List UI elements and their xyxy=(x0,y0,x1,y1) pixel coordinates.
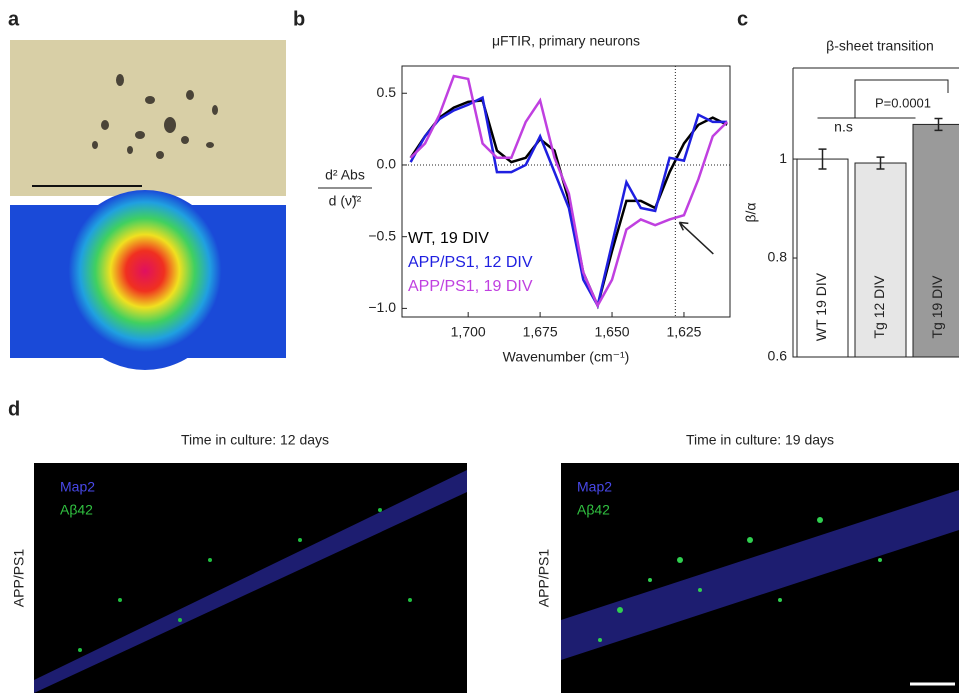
bracket xyxy=(854,79,949,118)
row-label: APP/PS1 xyxy=(536,549,552,608)
y-tick-label: 0.5 xyxy=(377,84,397,100)
fluorescence-image xyxy=(34,463,467,693)
channel-label: Aβ42 xyxy=(60,502,93,518)
annotation: n.s xyxy=(834,119,853,135)
chart-title: β-sheet transition xyxy=(826,38,934,54)
annotation: P=0.0001 xyxy=(875,95,931,110)
panel-label: d xyxy=(8,398,20,420)
chart-title: μFTIR, primary neurons xyxy=(492,33,640,49)
channel-label: Aβ42 xyxy=(577,502,610,518)
bar-label: Tg 12 DIV xyxy=(871,275,887,339)
bar xyxy=(854,162,907,358)
legend-entry: APP/PS1, 12 DIV xyxy=(408,254,533,271)
x-tick-label: 1,650 xyxy=(595,324,630,340)
line-series xyxy=(409,74,729,309)
error-bar xyxy=(876,156,885,170)
legend-entry: APP/PS1, 19 DIV xyxy=(408,278,533,295)
legend-entry: WT, 19 DIV xyxy=(408,230,489,247)
line-series xyxy=(409,99,728,310)
plot-frame xyxy=(401,65,731,318)
panel-label: b xyxy=(293,8,305,30)
y-axis-label: d² Abs xyxy=(325,167,365,183)
bar-label: Tg 19 DIV xyxy=(929,275,945,339)
y-tick-label: −1.0 xyxy=(368,299,396,315)
y-tick-label: 0.8 xyxy=(768,249,788,265)
arrow xyxy=(678,221,714,255)
error-bar xyxy=(818,148,827,170)
error-bar xyxy=(934,117,943,132)
x-axis-label: Wavenumber (cm⁻¹) xyxy=(503,349,630,365)
brightfield-image xyxy=(10,40,286,196)
heatmap-image xyxy=(10,190,286,370)
x-tick-label: 1,700 xyxy=(451,324,486,340)
plot-frame xyxy=(792,67,959,358)
y-tick-label: 1 xyxy=(779,150,787,166)
y-tick-label: 0.0 xyxy=(377,156,397,172)
panel-label: a xyxy=(8,8,20,30)
bar xyxy=(796,158,849,358)
bar-label: WT 19 DIV xyxy=(813,272,829,341)
line-series xyxy=(409,95,728,309)
channel-label: Map2 xyxy=(60,479,95,495)
y-tick-label: −0.5 xyxy=(368,227,396,243)
x-tick-label: 1,675 xyxy=(523,324,558,340)
row-label: APP/PS1 xyxy=(11,549,27,608)
fluorescence-image xyxy=(561,463,959,693)
bar xyxy=(912,123,959,358)
image-title: Time in culture: 12 days xyxy=(181,432,329,448)
y-axis-label: d (ν̃)² xyxy=(329,193,362,209)
channel-label: Map2 xyxy=(577,479,612,495)
x-tick-label: 1,625 xyxy=(666,324,701,340)
image-title: Time in culture: 19 days xyxy=(686,432,834,448)
panel-label: c xyxy=(737,8,748,30)
y-tick-label: 0.6 xyxy=(768,348,788,364)
y-axis-label: β/α xyxy=(743,202,759,222)
